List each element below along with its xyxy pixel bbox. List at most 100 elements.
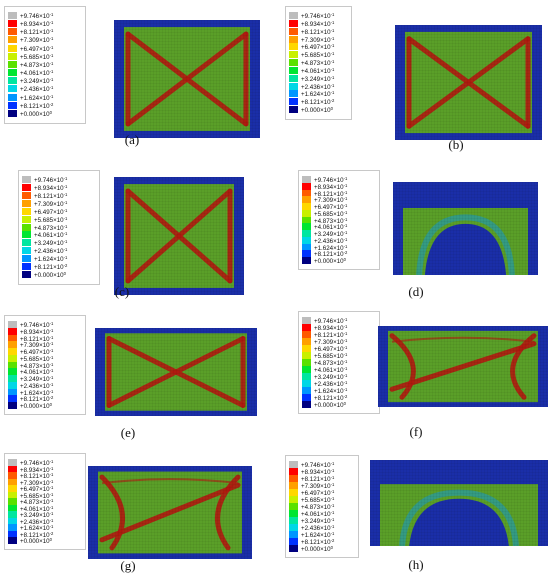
legend-row: +4.061×10-1 xyxy=(302,223,347,231)
legend-swatch xyxy=(8,459,17,466)
legend-row: +5.685×10-1 xyxy=(8,52,53,61)
legend-value: +6.497×10-1 xyxy=(34,207,68,216)
legend-value: +1.624×10-1 xyxy=(20,388,54,397)
contour-plot-g xyxy=(88,466,252,559)
legend-row: +9.746×10-1 xyxy=(22,176,67,184)
legend-swatch xyxy=(302,176,311,183)
panel-caption-b: (b) xyxy=(448,137,464,152)
legend-value: +1.624×10-1 xyxy=(314,243,348,252)
legend-row: +4.061×10-1 xyxy=(289,510,334,518)
legend-swatch xyxy=(289,468,298,475)
legend-value: +8.121×10-2 xyxy=(20,530,54,539)
legend-value: +1.624×10-1 xyxy=(20,93,54,102)
legend-row: +5.685×10-1 xyxy=(289,51,334,59)
legend-row: +4.061×10-1 xyxy=(289,66,334,75)
legend-swatch xyxy=(8,524,17,532)
legend-row: +0.000×100 xyxy=(8,402,52,411)
legend-row: +8.121×10-1 xyxy=(22,191,67,200)
legend-row: +7.309×10-1 xyxy=(22,199,67,208)
legend-value: +3.249×10-1 xyxy=(20,511,54,520)
legend-value: +7.309×10-1 xyxy=(314,338,348,346)
panel-caption-d: (d) xyxy=(408,284,424,299)
legend-row: +8.934×10-1 xyxy=(22,183,67,192)
legend-swatch xyxy=(8,20,17,28)
legend-value: +3.249×10-1 xyxy=(301,517,335,525)
legend-value: +5.685×10-1 xyxy=(314,352,348,360)
legend-swatch xyxy=(8,348,17,356)
legend-swatch xyxy=(289,496,298,503)
legend-swatch xyxy=(8,537,17,545)
legend-swatch xyxy=(289,517,298,524)
legend-row: +6.497×10-1 xyxy=(8,44,53,53)
legend-row: +2.436×10-1 xyxy=(8,517,53,526)
contour-plot-f xyxy=(378,326,548,407)
legend-value: +2.436×10-1 xyxy=(314,380,348,388)
legend-value: +7.309×10-1 xyxy=(301,35,335,44)
legend-value: +6.497×10-1 xyxy=(314,203,348,212)
legend-value: +1.624×10-1 xyxy=(301,531,335,539)
legend-row: +8.934×10-1 xyxy=(8,327,53,336)
legend-row: +0.000×100 xyxy=(289,545,333,553)
legend-swatch xyxy=(8,52,17,60)
legend-value: +2.436×10-1 xyxy=(314,236,348,245)
legend-value: +5.685×10-1 xyxy=(20,491,54,500)
legend-row: +2.436×10-1 xyxy=(302,236,348,245)
legend-swatch xyxy=(8,334,17,342)
legend-swatch xyxy=(8,504,17,512)
legend-value: +8.121×10-2 xyxy=(314,394,348,402)
legend-value: +4.873×10-1 xyxy=(20,60,54,69)
legend-swatch xyxy=(22,176,31,183)
legend-value: +0.000×100 xyxy=(20,402,52,411)
legend-value: +2.436×10-1 xyxy=(34,247,68,256)
legend-row: +9.746×10-1 xyxy=(8,12,53,20)
legend-row: +1.624×10-1 xyxy=(302,387,347,395)
legend-swatch xyxy=(302,230,311,238)
legend-swatch xyxy=(8,69,17,77)
legend-swatch xyxy=(302,366,311,373)
legend-value: +4.061×10-1 xyxy=(20,504,54,513)
legend-row: +9.746×10-1 xyxy=(8,321,53,329)
legend-row: +6.497×10-1 xyxy=(22,207,68,216)
legend-value: +5.685×10-1 xyxy=(314,209,348,218)
legend-swatch xyxy=(22,223,31,231)
legend-swatch xyxy=(289,538,298,545)
legend-swatch xyxy=(8,465,17,473)
legend-value: +5.685×10-1 xyxy=(301,496,335,504)
legend-swatch xyxy=(302,236,311,244)
legend-row: +7.309×10-1 xyxy=(8,478,54,487)
legend-row: +3.249×10-1 xyxy=(8,77,53,85)
legend-swatch xyxy=(8,93,17,101)
legend-swatch xyxy=(22,271,31,279)
legend-row: +8.934×10-1 xyxy=(8,20,54,29)
legend-value: +8.121×10-2 xyxy=(34,263,68,272)
legend-swatch xyxy=(302,257,311,265)
legend-value: +0.000×100 xyxy=(34,271,66,280)
legend-row: +6.497×10-1 xyxy=(289,489,335,497)
legend-row: +8.121×10-1 xyxy=(289,27,334,36)
legend-swatch xyxy=(289,74,298,82)
legend-value: +6.497×10-1 xyxy=(301,489,335,497)
legend-swatch xyxy=(302,373,311,380)
legend-swatch xyxy=(302,317,311,324)
legend-swatch xyxy=(8,12,17,19)
legend-swatch xyxy=(8,36,17,44)
legend-value: +8.934×10-1 xyxy=(20,20,54,29)
legend-swatch xyxy=(8,28,17,36)
legend-value: +6.497×10-1 xyxy=(314,345,348,353)
legend-swatch xyxy=(302,352,311,359)
legend-c: +9.746×10-1 +8.934×10-1 +8.121×10-1 +7.309×… xyxy=(18,170,100,285)
legend-swatch xyxy=(302,331,311,338)
legend-swatch xyxy=(8,60,17,68)
legend-value: +4.873×10-1 xyxy=(20,361,54,370)
legend-row: +8.121×10-2 xyxy=(289,98,334,106)
legend-value: +4.873×10-1 xyxy=(34,223,68,232)
legend-row: +4.061×10-1 xyxy=(8,504,54,513)
legend-swatch xyxy=(289,66,298,74)
legend-row: +8.934×10-1 xyxy=(302,182,347,191)
legend-row: +3.249×10-1 xyxy=(8,511,54,520)
legend-value: +7.309×10-1 xyxy=(20,478,54,487)
legend-row: +8.121×10-2 xyxy=(22,263,68,272)
legend-row: +4.873×10-1 xyxy=(8,498,53,506)
legend-swatch xyxy=(22,239,31,247)
legend-swatch xyxy=(8,511,17,519)
